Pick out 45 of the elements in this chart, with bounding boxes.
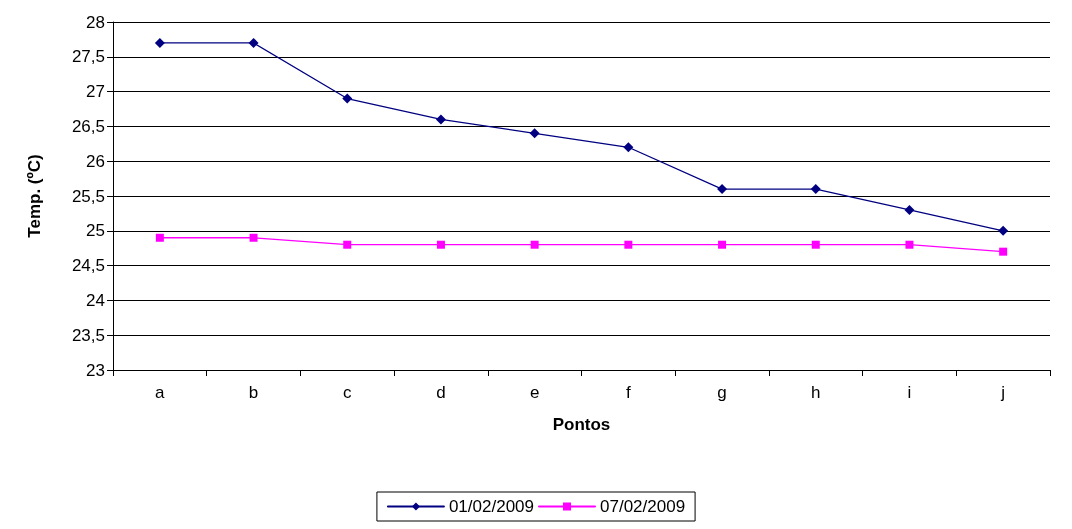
y-tick-label: 26,5	[71, 116, 105, 136]
point	[154, 37, 165, 48]
y-tick-label: 27	[86, 82, 105, 102]
x-tick-label: h	[811, 383, 821, 402]
point	[999, 247, 1008, 256]
x-tick-label: f	[625, 383, 631, 402]
x-tick-label: j	[1000, 383, 1006, 402]
point	[717, 184, 728, 195]
point	[623, 142, 634, 153]
legend-label: 07/02/2009	[600, 497, 686, 516]
x-tick-label: a	[155, 383, 166, 402]
point	[998, 225, 1009, 236]
y-tick-label: 27,5	[71, 47, 105, 67]
point	[810, 184, 821, 195]
y-tick-label: 23	[86, 360, 105, 380]
point	[718, 240, 727, 249]
y-tick-label: 25,5	[71, 186, 105, 206]
point	[529, 128, 540, 139]
point	[435, 114, 446, 125]
point	[343, 240, 352, 249]
point	[905, 240, 914, 249]
y-tick-label: 24,5	[71, 256, 105, 276]
x-axis-title: Pontos	[552, 415, 611, 434]
point	[624, 240, 633, 249]
x-tick-label: e	[529, 383, 540, 402]
x-tick-label: d	[436, 383, 446, 402]
y-tick-label: 26	[86, 151, 105, 171]
y-tick-label: 28	[86, 12, 105, 32]
y-tick-label: 24	[86, 290, 105, 310]
point	[904, 204, 915, 215]
point	[248, 37, 259, 48]
y-axis-title: Temp. (ºC)	[25, 154, 44, 238]
point	[530, 240, 539, 249]
point	[249, 233, 258, 242]
point	[811, 240, 820, 249]
point	[342, 93, 353, 104]
legend-label: 01/02/2009	[448, 497, 535, 516]
point	[155, 233, 164, 242]
x-tick-label: i	[907, 383, 912, 402]
point	[436, 240, 445, 249]
x-tick-label: c	[343, 383, 352, 402]
x-tick-label: g	[717, 383, 727, 402]
y-tick-label: 23,5	[71, 325, 105, 345]
x-tick-label: b	[248, 383, 259, 402]
y-tick-label: 25	[86, 221, 105, 241]
